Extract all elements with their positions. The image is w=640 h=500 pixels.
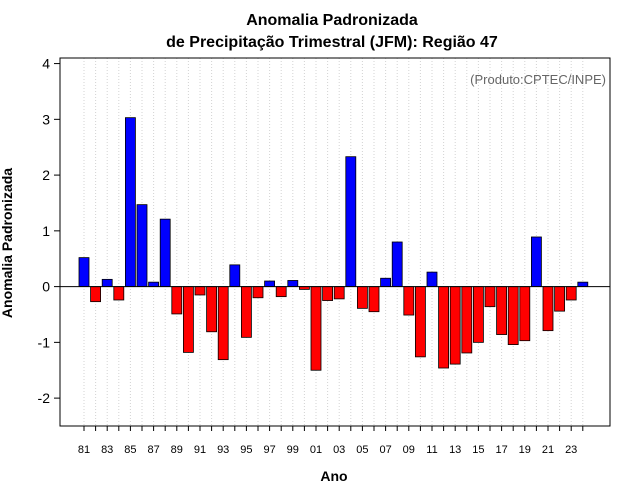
bar-24 bbox=[577, 281, 589, 288]
xtick-label: 17 bbox=[495, 444, 507, 456]
bar-94 bbox=[229, 264, 241, 288]
xtick-label: 11 bbox=[426, 444, 437, 456]
xtick-label: 07 bbox=[379, 444, 391, 456]
ytick-label: 1 bbox=[42, 223, 50, 239]
bar-87 bbox=[148, 281, 160, 288]
xtick-label: 83 bbox=[101, 444, 113, 456]
xtick-label: 03 bbox=[333, 444, 345, 456]
xtick-label: 93 bbox=[217, 444, 229, 456]
bar-15 bbox=[472, 286, 484, 343]
xtick-label: 15 bbox=[472, 444, 484, 456]
xtick-label: 01 bbox=[310, 444, 322, 456]
annotation-credit: (Produto:CPTEC/INPE) bbox=[470, 72, 606, 87]
bar-88 bbox=[159, 218, 171, 288]
ytick-label: 0 bbox=[42, 279, 50, 295]
x-axis-label: Ano bbox=[320, 468, 347, 484]
bar-83 bbox=[101, 278, 113, 288]
xtick-label: 09 bbox=[403, 444, 415, 456]
ytick-label: 4 bbox=[42, 56, 50, 72]
bar-98 bbox=[275, 286, 287, 298]
y-axis: -2 -1 0 1 2 3 4 bbox=[38, 56, 60, 406]
bar-10 bbox=[414, 286, 426, 358]
vertical-gridlines bbox=[83, 58, 584, 426]
xtick-label: 81 bbox=[78, 444, 90, 456]
bar-series bbox=[78, 117, 589, 371]
bar-85 bbox=[125, 117, 136, 288]
xtick-label: 91 bbox=[194, 444, 206, 456]
bar-02 bbox=[322, 286, 334, 301]
bar-20 bbox=[531, 236, 542, 287]
bar-93 bbox=[217, 286, 229, 361]
ytick-label: 3 bbox=[42, 111, 50, 127]
xtick-label: 05 bbox=[356, 444, 368, 456]
bar-90 bbox=[182, 286, 194, 353]
xtick-label: 97 bbox=[263, 444, 275, 456]
bar-89 bbox=[171, 286, 183, 315]
bar-12 bbox=[438, 286, 450, 369]
bar-97 bbox=[264, 280, 276, 288]
chart-title-line-1: Anomalia Padronizada bbox=[246, 12, 418, 29]
xtick-label: 95 bbox=[240, 444, 252, 456]
xtick-label: 85 bbox=[124, 444, 136, 456]
xtick-label: 89 bbox=[171, 444, 183, 456]
bar-19 bbox=[519, 286, 531, 342]
bar-07 bbox=[380, 277, 392, 287]
xtick-label: 99 bbox=[287, 444, 299, 456]
ytick-label: -2 bbox=[38, 390, 51, 406]
bar-16 bbox=[484, 286, 496, 308]
xtick-label: 19 bbox=[519, 444, 531, 456]
bar-01 bbox=[310, 286, 322, 371]
bar-18 bbox=[507, 286, 519, 345]
bar-13 bbox=[449, 286, 461, 365]
bar-86 bbox=[136, 204, 148, 287]
xtick-label: 21 bbox=[542, 444, 554, 456]
bar-05 bbox=[356, 286, 368, 309]
bar-22 bbox=[554, 286, 565, 312]
bar-11 bbox=[426, 271, 438, 288]
xtick-label: 23 bbox=[565, 444, 577, 456]
bar-04 bbox=[345, 156, 357, 288]
bar-09 bbox=[403, 286, 415, 316]
xtick-label: 87 bbox=[147, 444, 159, 456]
bar-92 bbox=[206, 286, 218, 333]
bar-91 bbox=[194, 286, 206, 296]
bar-99 bbox=[287, 280, 299, 288]
bar-17 bbox=[496, 286, 508, 335]
bar-14 bbox=[461, 286, 473, 354]
ytick-label: 2 bbox=[42, 167, 50, 183]
x-axis: 81 83 85 87 89 91 93 95 97 99 01 03 05 07 09 11 13 15 17 19… bbox=[78, 426, 584, 456]
y-axis-label: Anomalia Padronizada bbox=[0, 168, 15, 318]
bar-81 bbox=[78, 257, 90, 287]
bar-82 bbox=[90, 286, 101, 303]
bar-23 bbox=[565, 286, 577, 301]
bar-03 bbox=[333, 286, 345, 300]
bar-06 bbox=[368, 286, 380, 313]
bar-95 bbox=[240, 286, 252, 338]
xtick-label: 13 bbox=[449, 444, 461, 456]
ytick-label: -1 bbox=[38, 334, 51, 350]
bar-84 bbox=[113, 286, 125, 301]
bar-08 bbox=[391, 241, 403, 288]
plot-frame bbox=[59, 57, 611, 427]
bar-96 bbox=[252, 286, 264, 299]
chart-title-line-2: de Precipitação Trimestral (JFM): Região… bbox=[166, 34, 498, 51]
bar-21 bbox=[542, 286, 554, 332]
